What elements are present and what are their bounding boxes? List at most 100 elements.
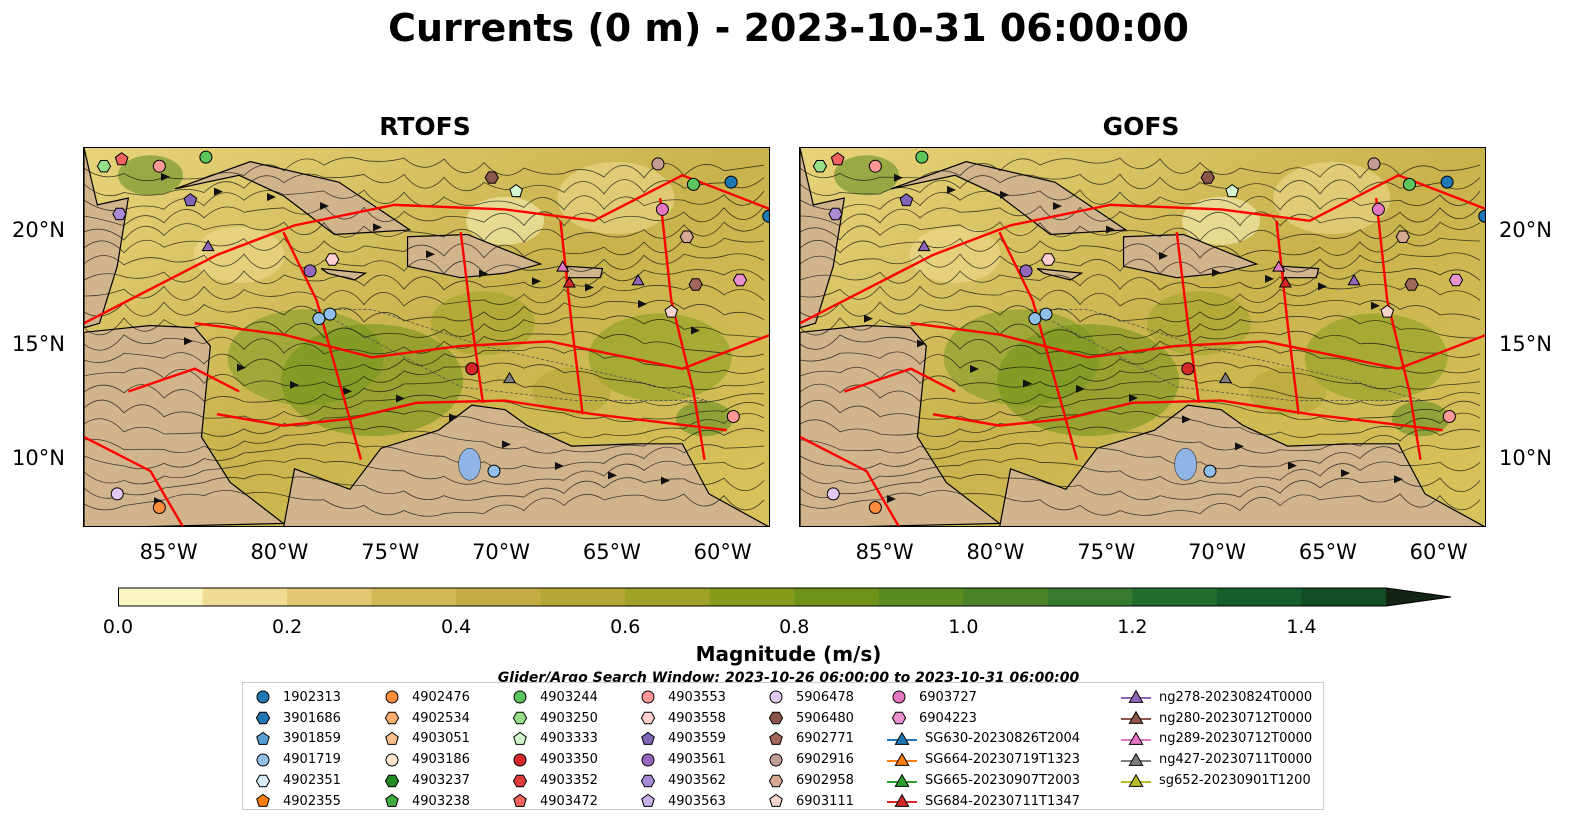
legend-marker-icon xyxy=(769,753,783,767)
legend-marker-icon xyxy=(1121,710,1151,725)
legend-marker-icon xyxy=(255,774,271,787)
legend-circle-icon xyxy=(385,753,399,767)
legend-label: 4903237 xyxy=(412,773,470,789)
legend-item: 5906478 xyxy=(764,687,854,708)
colorbar-segment xyxy=(118,588,204,606)
legend-column: 4903553 4903558 4903559 4903561 4903562 49035… xyxy=(636,687,726,812)
legend-marker-icon xyxy=(384,774,400,787)
float-marker xyxy=(509,184,524,198)
colorbar-segment xyxy=(1216,588,1302,606)
colorbar-tick-label: 0.6 xyxy=(610,616,641,638)
legend-marker-icon xyxy=(256,731,270,745)
legend-marker-icon xyxy=(1121,690,1151,704)
legend-label: 4901719 xyxy=(283,752,341,768)
legend-hexagon-icon xyxy=(255,711,271,725)
legend-hexagon-icon xyxy=(384,711,400,725)
float-marker xyxy=(152,501,166,515)
float-marker xyxy=(655,202,669,216)
legend-label: 6903727 xyxy=(919,689,977,705)
lat-tick-label-right: 20°N xyxy=(1499,218,1552,243)
legend-label: 4903558 xyxy=(668,710,726,726)
legend-column: 4902476 4902534 4903051 4903186 4903237 49032… xyxy=(380,687,470,812)
float-marker xyxy=(201,239,215,252)
legend-item: 4903250 xyxy=(508,708,598,729)
legend-label: 4903559 xyxy=(668,731,726,747)
legend-marker-icon xyxy=(641,753,655,767)
legend-circle-icon xyxy=(892,690,906,704)
legend-marker-icon xyxy=(513,794,527,808)
legend-hexagon-icon xyxy=(640,711,656,725)
legend-marker-icon xyxy=(641,794,655,808)
legend-marker-icon xyxy=(513,731,527,745)
legend-item: 4901719 xyxy=(251,749,341,770)
legend-item: 4903237 xyxy=(380,770,470,791)
float-marker xyxy=(323,307,337,321)
float-marker xyxy=(899,193,914,207)
legend-label: 4902534 xyxy=(412,710,470,726)
float-marker xyxy=(484,171,499,184)
legend-label: 4903350 xyxy=(540,752,598,768)
float-marker xyxy=(1041,253,1056,266)
legend-circle-icon xyxy=(769,753,783,767)
float-marker xyxy=(1402,177,1416,191)
float-marker xyxy=(732,273,748,287)
float-marker xyxy=(1380,304,1395,318)
float-marker xyxy=(1200,171,1215,184)
lon-tick-label: 70°W xyxy=(1188,540,1247,564)
float-marker xyxy=(1225,184,1240,198)
float-marker xyxy=(830,152,845,166)
legend-item: 4903558 xyxy=(636,708,726,729)
legend-triangle-icon xyxy=(894,752,910,766)
legend-marker-icon xyxy=(256,753,270,767)
float-marker xyxy=(556,260,570,272)
float-marker xyxy=(917,239,931,252)
float-marker xyxy=(915,150,929,164)
legend-label: SG630-20230826T2004 xyxy=(925,731,1081,747)
colorbar-segment xyxy=(1047,588,1133,606)
legend-circle-icon xyxy=(641,753,655,767)
legend-item: 4903352 xyxy=(508,770,598,791)
legend-column: 6903727 6904223 SG630-20230826T2004 SG664-2… xyxy=(887,687,1080,812)
legend-label: 4903553 xyxy=(668,689,726,705)
legend-item: 6902958 xyxy=(764,770,854,791)
colorbar-segment xyxy=(287,588,373,606)
legend-item: 4903553 xyxy=(636,687,726,708)
legend-marker-icon xyxy=(891,711,907,725)
legend-marker-icon xyxy=(513,690,527,704)
legend-item: 3901859 xyxy=(251,729,341,750)
lon-tick-label: 75°W xyxy=(361,540,420,564)
panel-title-gofs: GOFS xyxy=(1102,112,1180,141)
lat-tick-label-right: 10°N xyxy=(1499,445,1552,470)
map-rtofs-canvas xyxy=(84,148,769,526)
legend-label: 4902355 xyxy=(283,793,341,809)
legend-column: 4903244 4903250 4903333 4903350 4903352 49034… xyxy=(508,687,598,812)
legend-label: 4903352 xyxy=(540,773,598,789)
float-marker xyxy=(1218,371,1233,384)
legend-triangle-icon xyxy=(1128,690,1144,704)
float-marker xyxy=(679,230,694,243)
colorbar-tick-label: 0.0 xyxy=(102,616,134,638)
colorbar-tick-label: 1.0 xyxy=(948,616,979,638)
legend-circle-icon xyxy=(513,690,527,704)
lon-tick-label: 80°W xyxy=(250,540,309,564)
legend-item: 3901686 xyxy=(251,708,341,729)
colorbar-segment xyxy=(625,588,711,606)
legend-label: 4902351 xyxy=(283,773,341,789)
legend-label: 4903562 xyxy=(668,773,726,789)
legend-marker-icon xyxy=(512,774,528,787)
float-marker xyxy=(828,207,843,221)
colorbar-bar xyxy=(118,587,1452,607)
legend-circle-icon xyxy=(641,690,655,704)
legend-item: 4903472 xyxy=(508,791,598,812)
legend-triangle-icon xyxy=(1128,731,1144,745)
legend-circle-icon xyxy=(256,690,270,704)
legend-item: 4903559 xyxy=(636,729,726,750)
float-marker xyxy=(1448,273,1464,287)
colorbar-segment xyxy=(371,588,457,606)
float-marker xyxy=(562,276,576,288)
legend-item: 4902476 xyxy=(380,687,470,708)
float-marker xyxy=(812,159,828,173)
legend-marker-icon xyxy=(768,711,784,725)
float-marker xyxy=(465,362,479,376)
lat-tick-label-left: 15°N xyxy=(12,331,65,356)
